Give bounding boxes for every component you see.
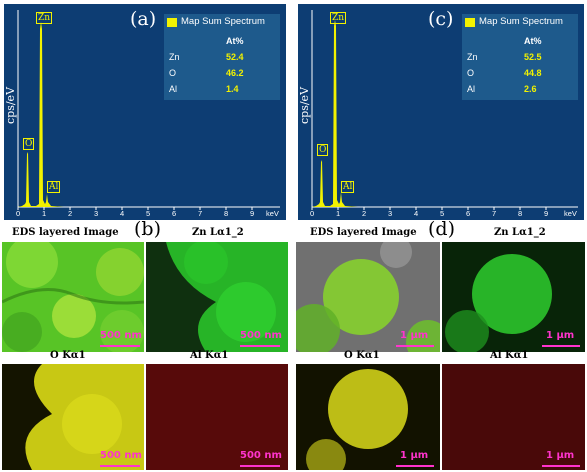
tick-label: 6	[172, 209, 177, 218]
table-header: At%	[226, 36, 244, 46]
tick-label: 8	[224, 209, 229, 218]
map-title: O Kα1	[50, 350, 86, 361]
spectrum-c-plot	[311, 10, 578, 210]
panel-label-d: (d)	[428, 218, 455, 240]
map-title: O Kα1	[344, 350, 380, 361]
scale-label: 1 μm	[400, 330, 429, 341]
map-b-al: 500 nm	[146, 364, 288, 470]
unit-label: keV	[564, 209, 577, 218]
scale-bar	[240, 345, 280, 347]
panel-label-b: (b)	[134, 218, 161, 240]
o-texture	[296, 364, 440, 470]
map-title: Al Kα1	[190, 350, 229, 361]
peak-label-al: Al	[341, 181, 355, 193]
scale-label: 500 nm	[100, 450, 142, 461]
table-el-al: Al	[467, 84, 476, 94]
scale-label: 500 nm	[240, 330, 282, 341]
map-b-o: 500 nm	[2, 364, 144, 470]
tick-label: 8	[518, 209, 523, 218]
al-texture	[146, 364, 288, 470]
table-el-zn: Zn	[467, 52, 478, 62]
scale-label: 1 μm	[546, 330, 575, 341]
panel-label-c: (c)	[428, 8, 454, 30]
tick-label: 0	[310, 209, 315, 218]
tick-label: 5	[146, 209, 151, 218]
scale-label: 1 μm	[546, 450, 575, 461]
tick-label: 6	[466, 209, 471, 218]
peak-label-o: O	[23, 138, 35, 150]
peak-label-al: Al	[47, 181, 61, 193]
tick-label: 2	[362, 209, 367, 218]
map-d-o: 1 μm	[296, 364, 440, 470]
scale-label: 1 μm	[400, 450, 429, 461]
map-b-layered: 500 nm	[2, 242, 144, 352]
table-val-al: 1.4	[226, 84, 239, 94]
layered-texture	[2, 242, 144, 352]
scale-label: 500 nm	[240, 450, 282, 461]
legend-swatch	[167, 18, 177, 27]
scale-bar	[240, 465, 280, 467]
spectrum-c-ylabel: cps/eV	[298, 86, 311, 124]
map-b-zn: 500 nm	[146, 242, 288, 352]
tick-label: 7	[198, 209, 203, 218]
table-val-zn: 52.4	[226, 52, 244, 62]
spectrum-a-legend-box	[164, 14, 280, 100]
o-texture	[2, 364, 144, 470]
tick-label: 1	[336, 209, 341, 218]
layered-texture	[296, 242, 440, 352]
scale-label: 500 nm	[100, 330, 142, 341]
scale-bar	[542, 345, 580, 347]
map-d-zn: 1 μm	[442, 242, 585, 352]
zn-texture	[442, 242, 585, 352]
tick-label: 9	[250, 209, 255, 218]
scale-bar	[100, 345, 140, 347]
scale-bar	[100, 465, 140, 467]
map-title: EDS layered Image	[310, 227, 417, 238]
table-val-o: 44.8	[524, 68, 542, 78]
map-title: Al Kα1	[490, 350, 529, 361]
legend-text: Map Sum Spectrum	[479, 16, 563, 27]
tick-label: 7	[492, 209, 497, 218]
peak-label-zn: Zn	[330, 12, 347, 24]
map-d-layered: 1 μm	[296, 242, 440, 352]
legend-swatch	[465, 18, 475, 27]
tick-label: 3	[388, 209, 393, 218]
unit-label: keV	[266, 209, 279, 218]
table-val-zn: 52.5	[524, 52, 542, 62]
panel-label-a: (a)	[130, 8, 157, 30]
spectrum-a-ylabel: cps/eV	[4, 86, 17, 124]
spectrum-a: (a) cps/eV Zn O Al Map Sum Spectrum At% …	[4, 4, 286, 220]
spectrum-c-legend-box	[462, 14, 578, 100]
peak-label-o: O	[317, 144, 329, 156]
scale-bar	[396, 345, 434, 347]
tick-label: 4	[414, 209, 419, 218]
zn-texture	[146, 242, 288, 352]
tick-label: 3	[94, 209, 99, 218]
spectrum-c: (c) cps/eV Zn O Al Map Sum Spectrum At% …	[298, 4, 584, 220]
scale-bar	[396, 465, 434, 467]
table-header: At%	[524, 36, 542, 46]
spectrum-a-plot	[17, 10, 280, 210]
tick-label: 9	[544, 209, 549, 218]
map-d-al: 1 μm	[442, 364, 585, 470]
al-texture	[442, 364, 585, 470]
tick-label: 2	[68, 209, 73, 218]
table-val-o: 46.2	[226, 68, 244, 78]
map-title: EDS layered Image	[12, 227, 119, 238]
map-title: Zn Lα1_2	[494, 227, 546, 238]
table-el-zn: Zn	[169, 52, 180, 62]
table-el-al: Al	[169, 84, 178, 94]
map-title: Zn Lα1_2	[192, 227, 244, 238]
tick-label: 4	[120, 209, 125, 218]
scale-bar	[542, 465, 580, 467]
peak-label-zn: Zn	[36, 12, 53, 24]
tick-label: 5	[440, 209, 445, 218]
legend-text: Map Sum Spectrum	[181, 16, 265, 27]
tick-label: 1	[42, 209, 47, 218]
table-el-o: O	[169, 68, 177, 78]
table-val-al: 2.6	[524, 84, 537, 94]
tick-label: 0	[16, 209, 21, 218]
table-el-o: O	[467, 68, 475, 78]
